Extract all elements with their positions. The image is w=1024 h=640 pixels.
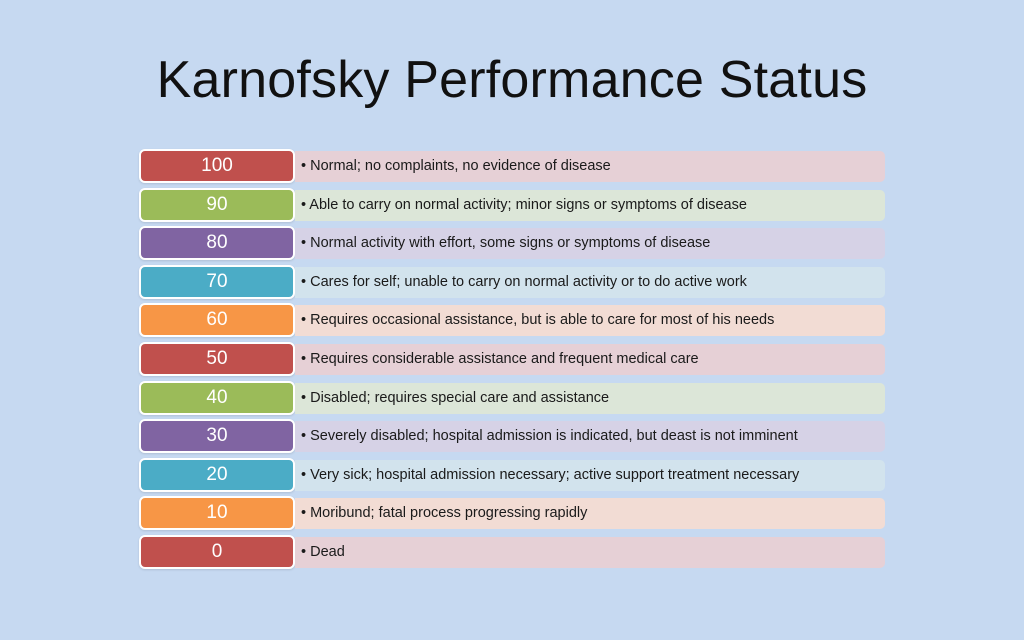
status-row: 30 • Severely disabled; hospital admissio… [139,418,887,457]
score-badge: 0 [139,534,295,569]
status-description: • Able to carry on normal activity; mino… [295,189,885,221]
status-row: 90 • Able to carry on normal activity; mi… [139,187,887,226]
score-badge: 50 [139,341,295,376]
status-description: • Requires considerable assistance and f… [295,343,885,375]
status-row: 10 • Moribund; fatal process progressing … [139,495,887,534]
status-description: • Requires occasional assistance, but is… [295,305,885,337]
score-badge: 70 [139,264,295,299]
status-row: 100 • Normal; no complaints, no evidence … [139,148,887,187]
score-badge: 80 [139,226,295,261]
status-row: 40 • Disabled; requires special care and … [139,380,887,419]
slide-title: Karnofsky Performance Status [156,51,868,109]
score-badge: 10 [139,496,295,531]
status-description: • Severely disabled; hospital admission … [295,421,885,453]
score-badge: 90 [139,187,295,222]
status-description: • Normal; no complaints, no evidence of … [295,151,885,182]
status-description: • Dead [295,536,885,568]
status-table: 100 • Normal; no complaints, no evidence … [139,148,887,573]
status-row: 0 • Dead [139,534,887,573]
status-row: 80 • Normal activity with effort, some si… [139,225,887,264]
score-badge: 100 [139,149,295,183]
status-row: 60 • Requires occasional assistance, but … [139,302,887,341]
score-badge: 30 [139,419,295,454]
status-row: 50 • Requires considerable assistance and… [139,341,887,380]
status-description: • Normal activity with effort, some sign… [295,228,885,260]
score-badge: 60 [139,303,295,338]
score-badge: 40 [139,380,295,415]
score-badge: 20 [139,457,295,492]
status-row: 70 • Cares for self; unable to carry on n… [139,264,887,303]
status-description: • Disabled; requires special care and as… [295,382,885,414]
status-description: • Moribund; fatal process progressing ra… [295,498,885,530]
status-description: • Very sick; hospital admission necessar… [295,459,885,491]
status-row: 20 • Very sick; hospital admission necess… [139,457,887,496]
status-description: • Cares for self; unable to carry on nor… [295,266,885,298]
